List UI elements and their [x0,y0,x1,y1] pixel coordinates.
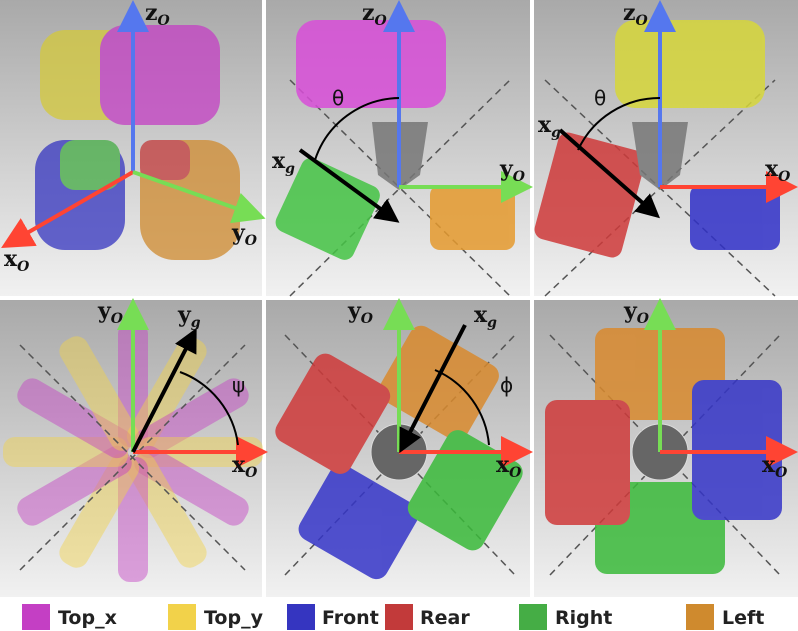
axis-label: xg [272,148,295,177]
legend-label: Left [722,607,764,629]
axis-label: yO [347,298,374,327]
gripper-pose [134,378,249,459]
axis-label: yO [231,220,258,249]
panel-2: zO yO xg θ [272,0,533,297]
legend-label: Top_y [204,607,264,629]
angle-label: ϕ [500,373,513,397]
panel-1: zO yO xO [1,0,266,275]
gripper-pose [118,457,148,582]
gripper-pose [3,437,128,467]
axis-label: yg [177,302,201,331]
gripper-pose [17,445,132,526]
panel-4: yO yg xO ψ [3,298,268,582]
axis-label: xO [496,452,522,481]
gripper-pose [59,453,140,568]
legend-label: Top_x [58,607,117,629]
legend-swatch [686,604,714,630]
axis-label: xO [765,156,791,185]
gripper-pose [17,378,132,459]
axis-label: xO [232,452,258,481]
axis-label: yO [97,298,124,327]
axis-label: zO [362,0,388,29]
panel-5: yO xg xO ϕ [275,298,533,580]
panel-3: zO xO xg θ [534,0,798,297]
axis-label: yO [499,156,526,185]
axis-label: xO [4,246,30,275]
axis-label: xg [538,112,561,141]
angle-label: θ [332,86,344,110]
axis-label: zO [623,0,649,29]
legend-swatch [287,604,315,630]
legend-label: Front [322,607,379,629]
axis-label: xO [762,452,788,481]
legend-swatch [22,604,50,630]
legend-swatch [519,604,547,630]
legend-label: Right [555,607,612,629]
legend-swatch [385,604,413,630]
legend: Top_x Top_y Front Rear Right Left [22,604,764,630]
angle-label: ψ [232,373,245,397]
axis-label: xg [474,302,497,331]
legend-swatch [168,604,196,630]
axis-label: zO [145,0,171,29]
legend-label: Rear [420,607,470,629]
gripper-pose [134,445,249,526]
angle-label: θ [594,86,606,110]
panel-6: yO xO [545,298,798,576]
gripper-pose [126,453,207,568]
axis-label: yO [623,298,650,327]
gripper-pose [59,336,140,451]
